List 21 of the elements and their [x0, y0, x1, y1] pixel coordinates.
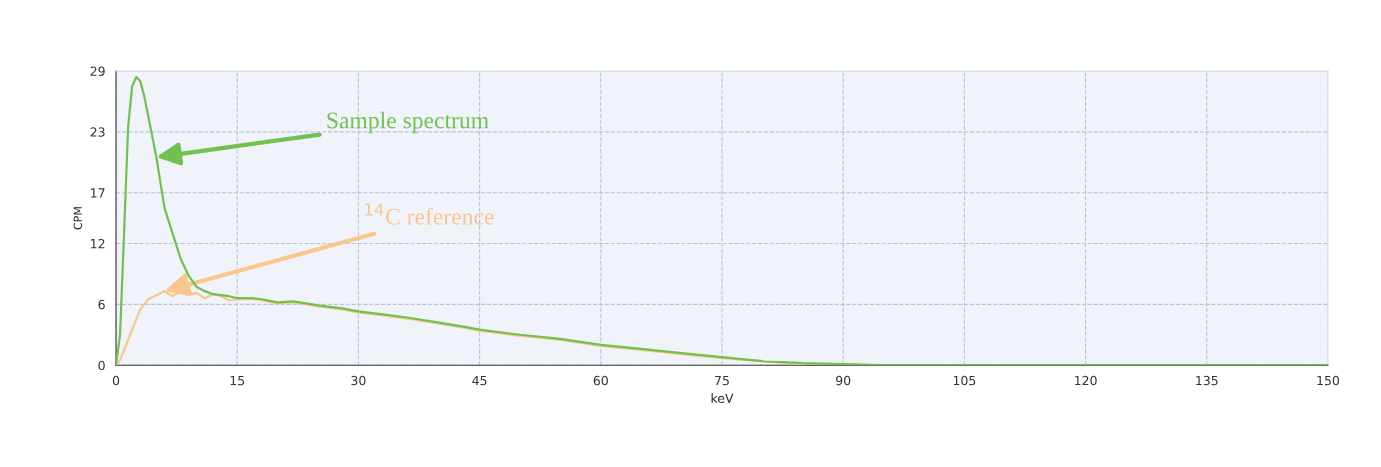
x-tick-label: 105: [953, 375, 976, 386]
x-tick-label: 90: [836, 375, 851, 386]
y-tick-label: 17: [91, 188, 105, 198]
x-tick-label: 135: [1196, 375, 1218, 386]
x-tick-label: 15: [230, 376, 245, 386]
annotation: Sample spectrum: [327, 111, 489, 134]
x-tick-label: 30: [351, 375, 366, 386]
y-tick-label: 12: [91, 238, 105, 249]
annotation: $^{14}$C reference: [365, 203, 494, 225]
y-tick-label: 6: [98, 299, 105, 310]
x-tick-label: 75: [715, 376, 729, 386]
x-tick-label: 120: [1075, 375, 1097, 386]
y-tick-label: 23: [90, 127, 105, 137]
x-axis-title: keV: [711, 393, 734, 403]
y-tick-label: 29: [90, 66, 105, 76]
x-tick-label: 45: [472, 376, 487, 386]
x-tick-label: 150: [1317, 375, 1340, 386]
y-tick-label: 0: [98, 360, 105, 371]
x-tick-label: 0: [112, 375, 120, 386]
y-axis-title: CPM: [73, 207, 82, 230]
x-tick-label: 60: [593, 375, 608, 386]
